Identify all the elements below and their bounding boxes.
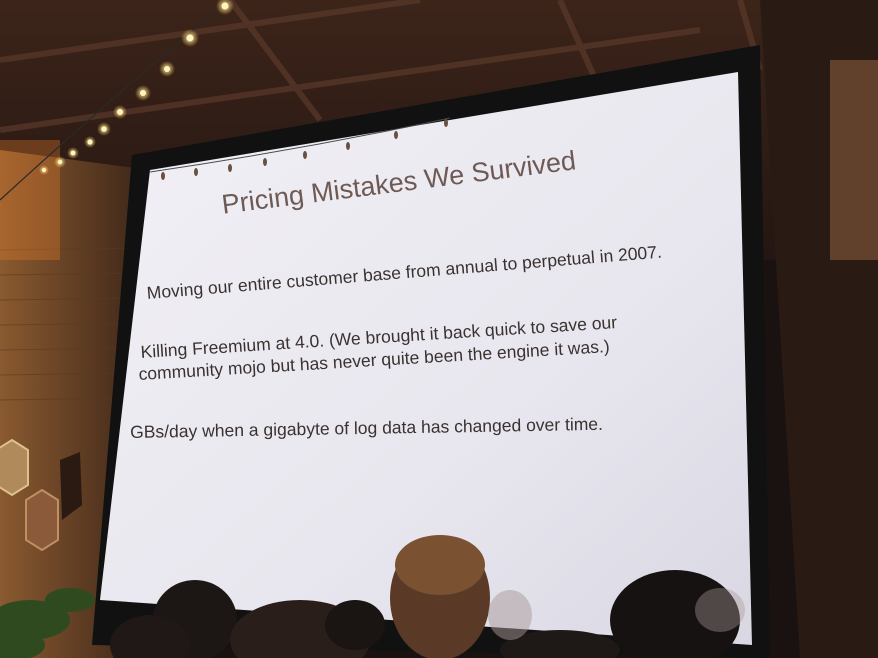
- audience-heads: [110, 535, 745, 658]
- projection-screen: [100, 72, 752, 645]
- string-lights: [0, 0, 451, 201]
- hex-sign-2: [25, 488, 59, 552]
- hex-sign-1: [0, 438, 29, 497]
- wall-shadow: [60, 452, 82, 520]
- brick-lines: [0, 247, 141, 401]
- right-wood-panel: [830, 60, 878, 260]
- wall-orange-glow: [0, 140, 60, 260]
- plant-foliage: [0, 588, 95, 658]
